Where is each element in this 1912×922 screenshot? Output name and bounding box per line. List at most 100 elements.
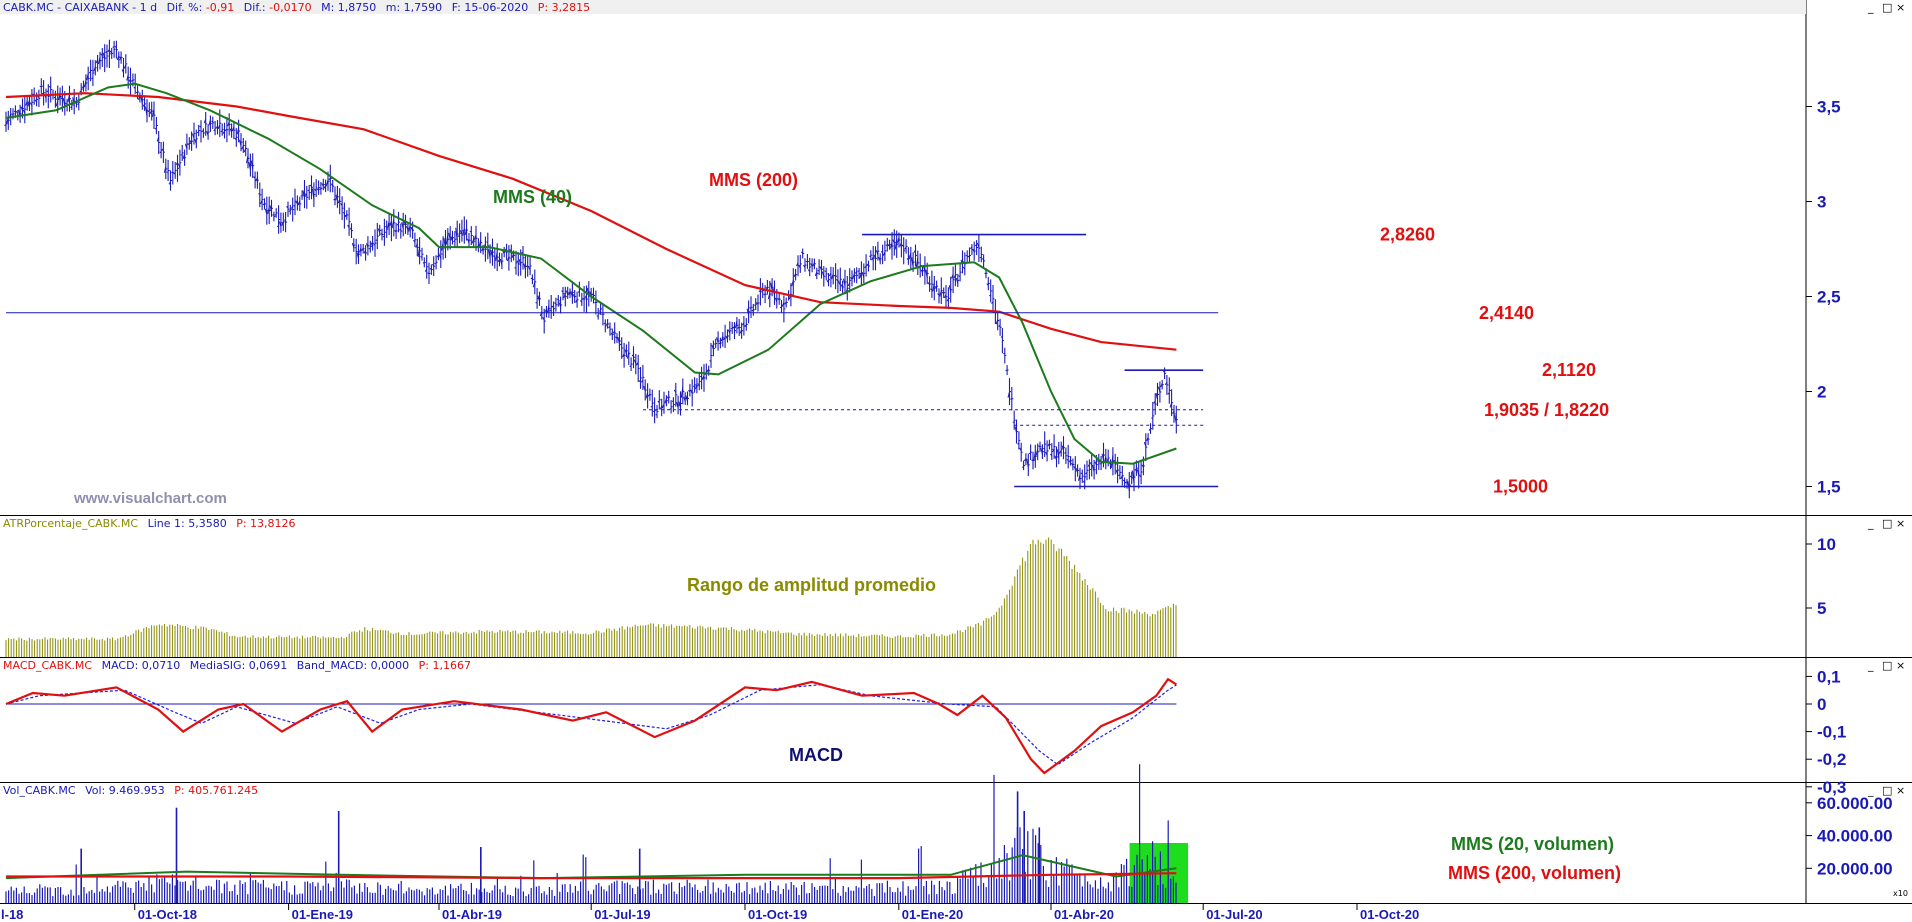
- price-bar-open: [906, 258, 909, 261]
- close-icon[interactable]: ×: [1896, 784, 1905, 797]
- price-bar-open: [694, 384, 698, 390]
- close-icon[interactable]: ×: [1896, 517, 1905, 530]
- price-bar-open: [48, 85, 52, 89]
- price-window-buttons[interactable]: _ □ ×: [1867, 1, 1905, 14]
- macd-y-tick-label: 0,1: [1817, 667, 1841, 686]
- price-bar-open: [495, 251, 498, 261]
- price-bar-open: [542, 316, 545, 321]
- price-bar-open: [145, 106, 148, 117]
- vol-ma20-line: [5, 854, 1177, 880]
- price-bar-open: [1143, 441, 1147, 447]
- price-bar-open: [1162, 370, 1165, 373]
- price-bar-open: [803, 264, 806, 268]
- price-bar-open: [177, 163, 181, 169]
- vol-window-buttons[interactable]: _ □ ×: [1867, 784, 1905, 797]
- price-bar-open: [648, 393, 651, 397]
- price-bar-open: [394, 229, 397, 233]
- price-bar-open: [610, 332, 613, 335]
- price-bar-open: [1141, 464, 1144, 468]
- price-bar-open: [471, 238, 475, 244]
- price-bar-open: [478, 239, 482, 247]
- price-bar-open: [25, 100, 28, 106]
- price-bar-open: [796, 262, 799, 267]
- price-bar-open: [840, 284, 844, 289]
- price-bar-open: [1059, 450, 1062, 453]
- price-bar-open: [850, 276, 853, 280]
- close-icon[interactable]: ×: [1896, 659, 1905, 672]
- vol-ma200-label: MMS (200, volumen): [1448, 863, 1621, 883]
- price-bar-open: [152, 109, 155, 117]
- date-tick-label: 01-Ene-19: [292, 907, 353, 922]
- maximize-icon[interactable]: □: [1882, 659, 1892, 672]
- price-bar-open: [530, 277, 533, 280]
- price-bar-open: [114, 45, 117, 49]
- price-bar-open: [227, 121, 230, 127]
- price-bar-open: [908, 252, 912, 260]
- price-bar-open: [1169, 402, 1173, 408]
- maximize-icon[interactable]: □: [1882, 517, 1892, 530]
- price-bar-open: [100, 53, 103, 57]
- vol-ma200-line: [6, 872, 1177, 880]
- atr-bars: [5, 537, 1177, 657]
- price-bar-open: [267, 207, 270, 215]
- price-bar-open: [109, 50, 113, 54]
- price-bar-open: [311, 188, 315, 200]
- price-bar-open: [617, 337, 620, 344]
- price-bar-open: [838, 281, 841, 286]
- price-y-tick-label: 3,5: [1817, 98, 1841, 117]
- price-bar-open: [95, 59, 99, 64]
- price-title: CABK.MC - CAIXABANK - 1 d Dif. %: -0,91 …: [3, 1, 590, 14]
- price-bar-open: [972, 248, 975, 253]
- price-bar-open: [711, 344, 714, 350]
- price-bar-open: [22, 109, 26, 114]
- minimize-icon[interactable]: _: [1867, 1, 1874, 14]
- price-bar-open: [436, 255, 439, 258]
- price-bar-open: [159, 151, 162, 154]
- price-bar-open: [1092, 465, 1095, 473]
- price-bar-open: [333, 198, 336, 201]
- price-bar-open: [302, 190, 305, 199]
- price-bar-open: [612, 330, 616, 334]
- price-bar-open: [1089, 462, 1093, 466]
- close-icon[interactable]: ×: [1896, 1, 1905, 14]
- price-bar-open: [326, 180, 329, 186]
- price-bar-open: [81, 86, 84, 89]
- price-bar-open: [986, 283, 989, 286]
- price-bar-open: [882, 251, 886, 256]
- price-bar-open: [878, 256, 881, 262]
- atr-name: ATRPorcentaje_CABK.MC: [3, 517, 138, 530]
- minimize-icon[interactable]: _: [1867, 784, 1874, 797]
- price-bar-open: [770, 282, 773, 291]
- date-tick-label: 01-Ene-20: [902, 907, 963, 922]
- minimize-icon[interactable]: _: [1867, 517, 1874, 530]
- price-bar-open: [565, 290, 569, 295]
- price-bar-open: [1056, 449, 1060, 459]
- price-bar-open: [260, 199, 263, 205]
- level-label: 2,1120: [1542, 360, 1596, 380]
- maximize-icon[interactable]: □: [1882, 1, 1892, 14]
- price-bar-open: [725, 335, 728, 339]
- price-bar-open: [427, 272, 430, 274]
- price-bar-open: [269, 205, 272, 212]
- price-bar-open: [1157, 386, 1161, 392]
- minimize-icon[interactable]: _: [1867, 659, 1874, 672]
- macd-line: [5, 677, 1177, 775]
- price-bar-open: [340, 203, 343, 206]
- price-bar-open: [709, 360, 712, 362]
- price-bar-open: [1007, 391, 1010, 398]
- atr-window-buttons[interactable]: _ □ ×: [1867, 517, 1905, 530]
- vol-y-tick-label: 20.000.00: [1817, 859, 1893, 878]
- maximize-icon[interactable]: □: [1882, 784, 1892, 797]
- atr-y-tick-label: 5: [1817, 599, 1826, 618]
- price-bar-open: [1052, 448, 1055, 452]
- price-bar-open: [638, 380, 641, 383]
- price-bar-open: [377, 228, 381, 233]
- price-bar-open: [396, 223, 399, 226]
- price-bar-open: [732, 326, 735, 329]
- macd-window-buttons[interactable]: _ □ ×: [1867, 659, 1905, 672]
- price-bar-open: [1136, 469, 1140, 476]
- price-bar-open: [194, 139, 197, 144]
- price-bar-open: [20, 106, 23, 111]
- price-bar-open: [1028, 452, 1031, 455]
- macd-name: MACD_CABK.MC: [3, 659, 92, 672]
